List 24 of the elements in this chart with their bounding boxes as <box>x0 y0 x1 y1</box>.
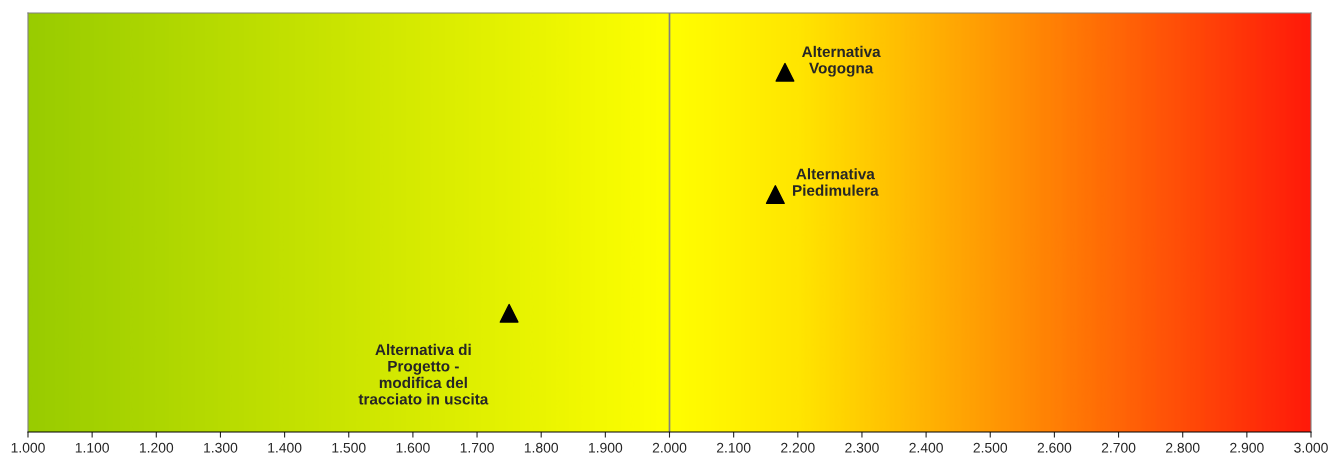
x-tick-label: 2.300 <box>845 442 879 453</box>
x-tick-label: 2.000 <box>652 442 687 453</box>
x-tick-label: 1.000 <box>11 442 45 453</box>
x-tick-label: 1.900 <box>589 442 623 453</box>
annotation: Alternativa Vogogna <box>802 45 881 77</box>
x-tick-label: 2.400 <box>909 442 943 453</box>
x-tick-label: 1.200 <box>139 442 174 453</box>
annotation: Alternativa di Progetto - modifica del tracciato in uscita <box>358 343 489 405</box>
x-tick-label: 1.100 <box>75 442 109 453</box>
x-tick-label: 2.100 <box>716 442 751 453</box>
x-tick-label: 2.600 <box>1037 442 1072 453</box>
x-tick-label: 1.600 <box>396 442 430 453</box>
x-tick-label: 2.500 <box>973 442 1008 453</box>
x-tick-label: 3.000 <box>1294 442 1328 453</box>
x-tick-label: 2.200 <box>781 442 815 453</box>
x-tick-label: 2.900 <box>1230 442 1264 453</box>
x-tick-label: 2.800 <box>1166 442 1200 453</box>
x-tick-label: 1.700 <box>460 442 494 453</box>
x-tick-label: 1.500 <box>332 442 366 453</box>
x-tick-label: 1.400 <box>268 442 302 453</box>
x-tick-label: 2.700 <box>1101 442 1136 453</box>
x-tick-label: 1.800 <box>524 442 559 453</box>
x-tick-label: 1.300 <box>204 442 238 453</box>
annotation: Alternativa Piedimulera <box>793 168 879 196</box>
